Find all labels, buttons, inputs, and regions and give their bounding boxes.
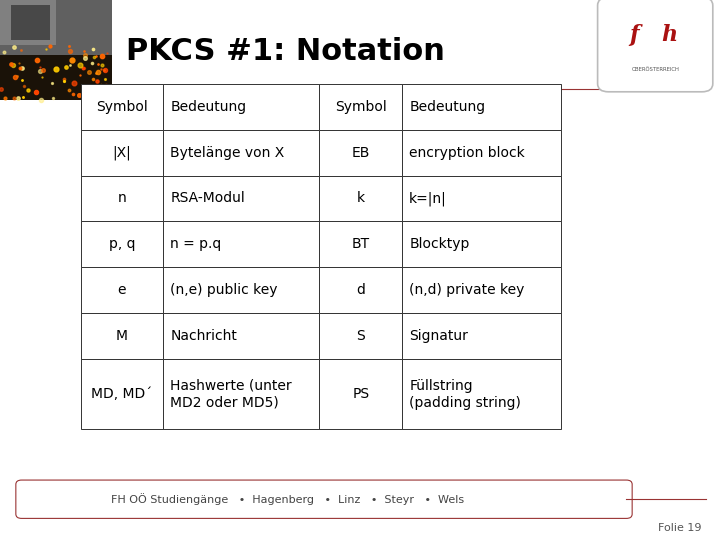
Bar [402, 130, 560, 176]
Bar [12, 5, 50, 40]
Text: h: h [661, 24, 678, 46]
Bar [163, 267, 320, 313]
Bar [320, 313, 402, 359]
Text: e: e [117, 284, 126, 297]
Bar [0, 0, 56, 45]
Text: (n,d) private key: (n,d) private key [409, 284, 525, 297]
Bar [402, 359, 560, 429]
Text: Bedeutung: Bedeutung [171, 100, 246, 113]
Text: EB: EB [351, 146, 370, 159]
Text: BT: BT [351, 238, 370, 251]
Text: Symbol: Symbol [335, 100, 387, 113]
Bar [402, 221, 560, 267]
Text: RSA-Modul: RSA-Modul [171, 192, 246, 205]
Bar [81, 130, 163, 176]
Text: Bytelänge von X: Bytelänge von X [171, 146, 284, 159]
Bar [163, 313, 320, 359]
Bar [0, 0, 112, 100]
Bar [0, 0, 112, 55]
Bar [81, 359, 163, 429]
Bar [163, 359, 320, 429]
Text: f: f [630, 24, 639, 46]
Bar [163, 176, 320, 221]
Text: Hashwerte (unter
MD2 oder MD5): Hashwerte (unter MD2 oder MD5) [171, 379, 292, 409]
Text: k=|n|: k=|n| [409, 191, 447, 206]
Text: Folie 19: Folie 19 [659, 523, 702, 533]
Text: d: d [356, 284, 365, 297]
Text: S: S [356, 329, 365, 343]
Text: p, q: p, q [109, 238, 135, 251]
FancyBboxPatch shape [598, 0, 713, 92]
Text: Füllstring
(padding string): Füllstring (padding string) [409, 379, 521, 409]
Bar [81, 84, 163, 130]
Bar [81, 221, 163, 267]
Text: n: n [117, 192, 126, 205]
Text: M: M [116, 329, 128, 343]
Bar [163, 130, 320, 176]
Text: OBERÖSTERREICH: OBERÖSTERREICH [631, 67, 679, 72]
Text: MD, MD´: MD, MD´ [91, 387, 153, 401]
Bar [320, 176, 402, 221]
Bar [320, 84, 402, 130]
Text: |X|: |X| [112, 145, 131, 160]
Bar [81, 267, 163, 313]
Text: FH OÖ Studiengänge   •  Hagenberg   •  Linz   •  Steyr   •  Wels: FH OÖ Studiengänge • Hagenberg • Linz • … [111, 493, 464, 505]
Bar [81, 176, 163, 221]
Text: Blocktyp: Blocktyp [409, 238, 469, 251]
Text: Bedeutung: Bedeutung [409, 100, 485, 113]
FancyBboxPatch shape [16, 480, 632, 518]
Bar [163, 221, 320, 267]
Bar [402, 267, 560, 313]
Bar [402, 176, 560, 221]
Text: PKCS #1: Notation: PKCS #1: Notation [126, 37, 445, 66]
Bar [402, 313, 560, 359]
Bar [320, 130, 402, 176]
Text: Symbol: Symbol [96, 100, 148, 113]
Bar [320, 267, 402, 313]
Text: encryption block: encryption block [409, 146, 525, 159]
Bar [402, 84, 560, 130]
Text: (n,e) public key: (n,e) public key [171, 284, 278, 297]
Bar [81, 313, 163, 359]
Text: PS: PS [352, 387, 369, 401]
Text: k: k [356, 192, 365, 205]
Text: Signatur: Signatur [409, 329, 468, 343]
Text: n = p.q: n = p.q [171, 238, 222, 251]
Bar [320, 359, 402, 429]
Bar [163, 84, 320, 130]
Text: Nachricht: Nachricht [171, 329, 238, 343]
Bar [320, 221, 402, 267]
